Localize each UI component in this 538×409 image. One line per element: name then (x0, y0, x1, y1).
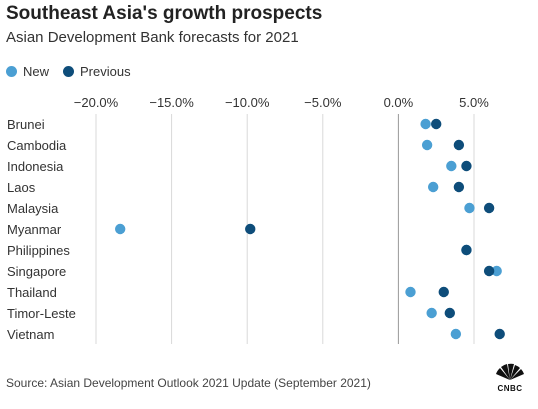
brand-wordmark: CNBC (497, 384, 523, 393)
legend-label-new: New (23, 64, 50, 79)
dot-previous (494, 328, 505, 340)
category-label: Malaysia (7, 201, 59, 216)
category-label: Philippines (7, 243, 70, 258)
category-label: Brunei (7, 117, 45, 132)
dot-previous (438, 286, 449, 298)
dot-new (450, 328, 462, 340)
x-tick-label: 0.0% (384, 95, 414, 110)
dot-previous (444, 307, 456, 319)
cnbc-peacock-logo (496, 363, 524, 380)
dot-previous (483, 265, 495, 277)
category-label: Indonesia (7, 159, 64, 174)
category-label: Laos (7, 180, 36, 195)
legend-item-previous: Previous (63, 64, 131, 79)
category-label: Timor-Leste (7, 306, 76, 321)
dot-previous (431, 118, 442, 130)
legend-label-previous: Previous (80, 64, 131, 79)
legend: New Previous (6, 64, 145, 79)
dot-previous (483, 202, 495, 214)
x-tick-label: −5.0% (304, 95, 342, 110)
legend-item-new: New (6, 64, 49, 79)
category-label: Cambodia (7, 138, 67, 153)
dot-new (464, 202, 475, 214)
category-label: Myanmar (7, 222, 62, 237)
dot-new (405, 286, 416, 298)
dot-new (421, 139, 433, 151)
chart-subtitle: Asian Development Bank forecasts for 202… (6, 29, 299, 46)
dot-previous (461, 160, 472, 172)
dot-plot-chart: −20.0% −15.0% −10.0% −5.0% 0.0% 5.0% Brunei Cam… (7, 95, 505, 344)
dot-new (426, 307, 437, 319)
dot-previous (453, 139, 465, 151)
dot-new (114, 223, 126, 235)
x-tick-label: 5.0% (459, 95, 489, 110)
category-label: Singapore (7, 264, 66, 279)
category-label: Vietnam (7, 327, 54, 342)
chart-title: Southeast Asia's growth prospects (6, 3, 323, 24)
legend-dot-new (6, 66, 17, 77)
dot-new (420, 118, 431, 130)
source-note: Source: Asian Development Outlook 2021 U… (6, 376, 371, 390)
x-tick-label: −20.0% (74, 95, 119, 110)
category-label: Thailand (7, 285, 57, 300)
dot-previous (461, 244, 472, 256)
dot-new (446, 160, 457, 172)
x-tick-label: −15.0% (149, 95, 194, 110)
dot-previous (245, 223, 256, 235)
dot-new (427, 181, 439, 193)
dot-new (491, 265, 502, 277)
legend-dot-previous (63, 66, 75, 77)
dot-previous (453, 181, 465, 193)
x-tick-label: −10.0% (225, 95, 270, 110)
